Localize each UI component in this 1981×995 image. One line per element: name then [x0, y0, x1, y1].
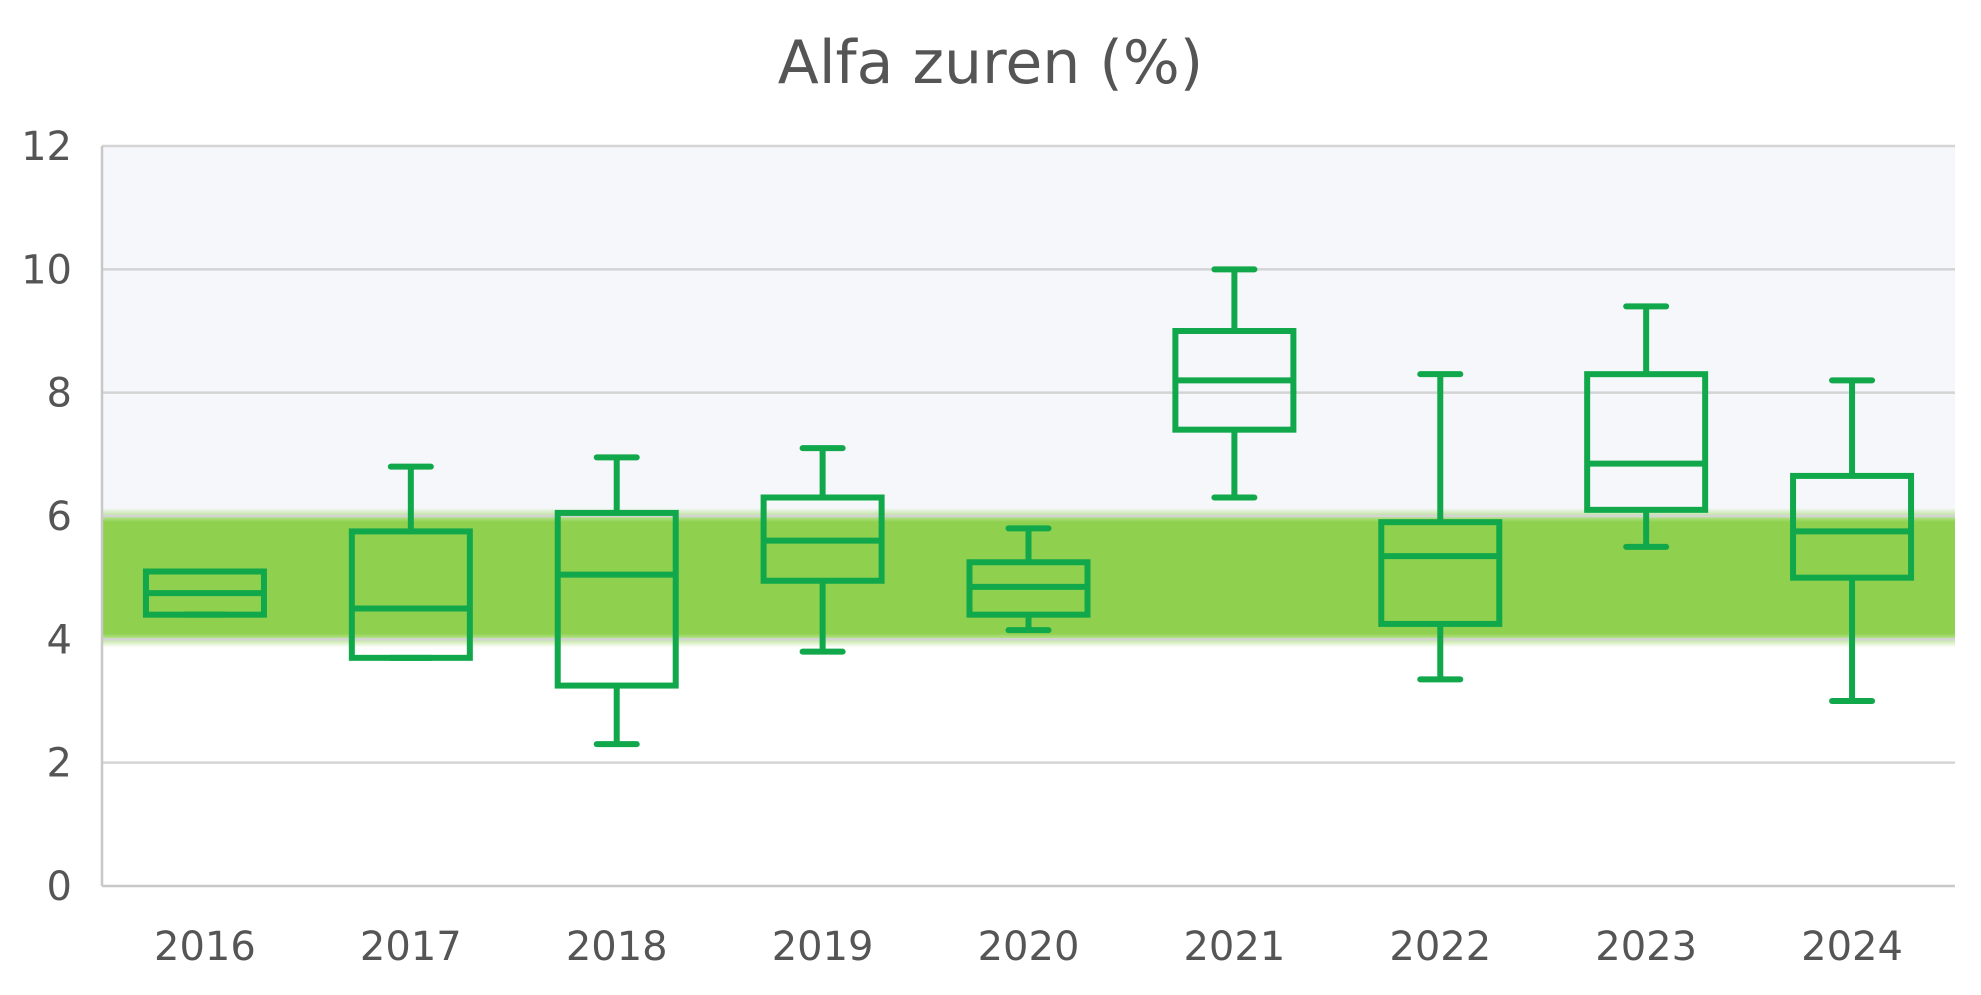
box-body: [1790, 472, 1915, 581]
box-2024: [1790, 377, 1915, 704]
box-2019: [760, 445, 885, 655]
chart-title: Alfa zuren (%): [777, 28, 1204, 98]
y-tick-label: 12: [21, 124, 72, 170]
box-body: [554, 509, 679, 689]
box-body: [1378, 519, 1503, 627]
y-tick-label: 8: [47, 371, 72, 417]
box-2018: [554, 454, 679, 748]
box-2022: [1378, 371, 1503, 683]
x-tick-label: 2018: [566, 924, 668, 970]
y-tick-label: 10: [21, 247, 72, 293]
box-body: [348, 528, 473, 661]
y-tick-label: 2: [47, 741, 72, 787]
y-tick-label: 6: [47, 494, 72, 540]
x-tick-label: 2022: [1389, 924, 1491, 970]
x-tick-label: 2024: [1801, 924, 1903, 970]
x-tick-label: 2019: [772, 924, 874, 970]
box-2017: [348, 463, 473, 661]
box-body: [1584, 371, 1709, 513]
box-2023: [1584, 303, 1709, 550]
x-tick-label: 2021: [1183, 924, 1285, 970]
y-tick-label: 4: [47, 617, 72, 663]
upper-region: [102, 146, 1955, 516]
x-tick-label: 2016: [154, 924, 256, 970]
y-tick-label: 0: [47, 864, 72, 910]
box-2016: [142, 568, 267, 618]
x-tick-label: 2020: [978, 924, 1080, 970]
x-tick-label: 2017: [360, 924, 462, 970]
box-2021: [1172, 266, 1297, 501]
x-tick-label: 2023: [1595, 924, 1697, 970]
box-2020: [966, 525, 1091, 634]
